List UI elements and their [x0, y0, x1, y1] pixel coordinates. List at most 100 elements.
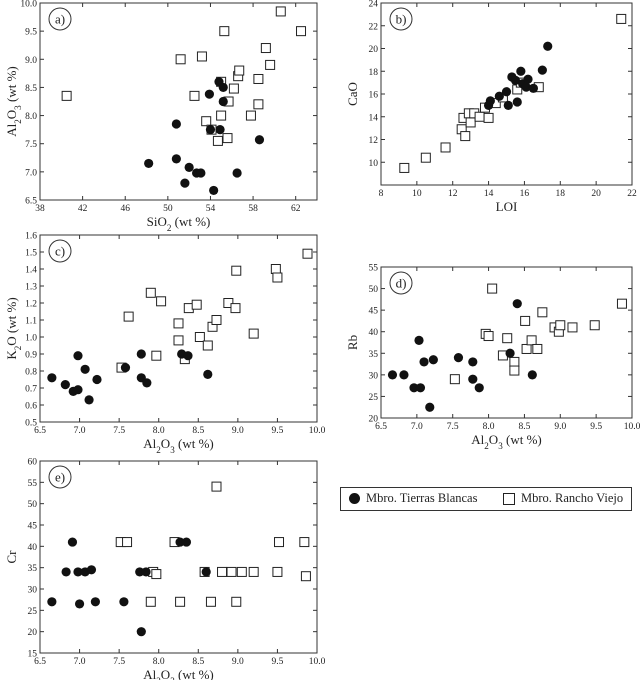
point-tierras-blancas [90, 597, 100, 607]
point-tierras-blancas [409, 383, 419, 393]
x-tick-label: 18 [556, 189, 566, 199]
x-tick-label: 9.5 [271, 657, 283, 667]
point-tierras-blancas [136, 349, 146, 359]
x-tick-label: 54 [206, 204, 216, 214]
point-rancho-viejo [231, 265, 242, 276]
y-tick-label: 1.0 [25, 334, 37, 344]
point-tierras-blancas [516, 66, 526, 76]
point-rancho-viejo [219, 26, 230, 37]
point-tierras-blancas [142, 378, 152, 388]
panel-a: 38 42 46 50 54 58 62 6.5 7.0 7.5 8.0 8.5 9.0 9.5 10.0 S… [4, 0, 318, 233]
y-tick-label: 20 [28, 628, 38, 638]
y-tick-label: 15 [28, 650, 38, 660]
point-tierras-blancas [84, 395, 94, 405]
point-tierras-blancas [136, 627, 146, 637]
point-rancho-viejo [145, 596, 156, 607]
point-rancho-viejo [272, 566, 283, 577]
x-tick-label: 42 [78, 204, 88, 214]
point-tierras-blancas [543, 41, 553, 51]
point-rancho-viejo [191, 299, 202, 310]
x-tick-label: 9.5 [271, 426, 283, 436]
y-tick-label: 55 [369, 264, 379, 274]
plot-frame [39, 460, 318, 654]
point-tierras-blancas [141, 567, 151, 577]
panel-label: e) [55, 470, 65, 485]
x-tick-label: 9.0 [554, 422, 566, 432]
y-tick-label: 1.3 [25, 283, 37, 293]
point-rancho-viejo [194, 332, 205, 342]
y-tick-label: 20 [369, 415, 379, 425]
point-tierras-blancas [47, 597, 57, 607]
x-tick-label: 10.0 [624, 422, 641, 432]
x-tick-label: 38 [35, 204, 45, 214]
point-rancho-viejo [270, 264, 281, 274]
point-tierras-blancas [60, 380, 70, 390]
point-rancho-viejo [245, 110, 256, 121]
y-axis-label: Cr [4, 550, 19, 564]
y-axis-label: K2O (wt %) [4, 297, 23, 359]
y-tick-label: 60 [28, 458, 38, 468]
plot-frame [39, 2, 318, 201]
y-axis-label: Al2O3 (wt %) [4, 66, 23, 136]
point-tierras-blancas [205, 125, 216, 135]
x-axis-label: Al2O3 (wt %) [471, 432, 541, 451]
x-tick-label: 8.5 [518, 422, 530, 432]
point-tierras-blancas [183, 351, 193, 361]
point-rancho-viejo [483, 331, 494, 342]
point-tierras-blancas [204, 89, 214, 99]
point-rancho-viejo [211, 481, 222, 492]
point-rancho-viejo [189, 90, 200, 101]
legend: Mbro. Tierras Blancas Mbro. Rancho Viejo [340, 487, 632, 511]
point-tierras-blancas [120, 363, 131, 373]
x-tick-label: 8.0 [153, 657, 165, 667]
point-rancho-viejo [175, 54, 186, 65]
x-axis-label: Al2O3 (wt %) [143, 667, 213, 680]
point-tierras-blancas [419, 357, 429, 367]
point-tierras-blancas [425, 402, 435, 412]
y-tick-label: 40 [28, 543, 38, 553]
x-tick-label: 22 [627, 189, 637, 199]
point-tierras-blancas [414, 335, 424, 345]
point-tierras-blancas [232, 168, 242, 178]
panel-label-circle [389, 7, 413, 31]
point-rancho-viejo [236, 566, 247, 577]
y-tick-label: 22 [369, 22, 379, 32]
point-tierras-blancas [523, 74, 533, 84]
panel-label: c) [55, 244, 65, 259]
y-axis-label: Rb [345, 335, 360, 350]
x-tick-label: 16 [520, 189, 530, 199]
y-tick-label: 0.5 [25, 419, 37, 429]
point-tierras-blancas [218, 82, 228, 93]
x-tick-label: 9.0 [232, 426, 244, 436]
point-rancho-viejo [567, 322, 578, 333]
y-tick-label: 0.6 [25, 402, 37, 412]
point-rancho-viejo [216, 110, 227, 121]
point-tierras-blancas [171, 119, 181, 129]
point-tierras-blancas [80, 364, 90, 374]
y-tick-label: 30 [369, 371, 379, 381]
point-tierras-blancas [171, 154, 181, 164]
point-rancho-viejo [61, 90, 72, 101]
point-rancho-viejo [300, 571, 311, 582]
point-rancho-viejo [248, 328, 259, 339]
x-tick-label: 7.5 [113, 426, 125, 436]
y-tick-label: 1.6 [25, 232, 37, 242]
point-tierras-blancas [485, 96, 495, 106]
point-tierras-blancas [415, 383, 426, 393]
point-tierras-blancas [399, 370, 409, 380]
point-rancho-viejo [217, 566, 228, 577]
y-tick-label: 9.0 [25, 56, 37, 66]
point-rancho-viejo [299, 537, 310, 548]
point-rancho-viejo [234, 65, 245, 76]
x-tick-label: 14 [484, 189, 494, 199]
x-tick-label: 20 [591, 189, 601, 199]
y-tick-label: 30 [28, 586, 38, 596]
point-rancho-viejo [509, 356, 520, 367]
y-tick-label: 18 [369, 68, 379, 78]
y-tick-label: 1.2 [25, 300, 37, 310]
y-tick-label: 35 [28, 564, 38, 574]
point-rancho-viejo [212, 135, 223, 146]
x-tick-label: 12 [448, 189, 458, 199]
plot-frame [39, 234, 318, 423]
y-tick-label: 1.4 [25, 266, 37, 276]
